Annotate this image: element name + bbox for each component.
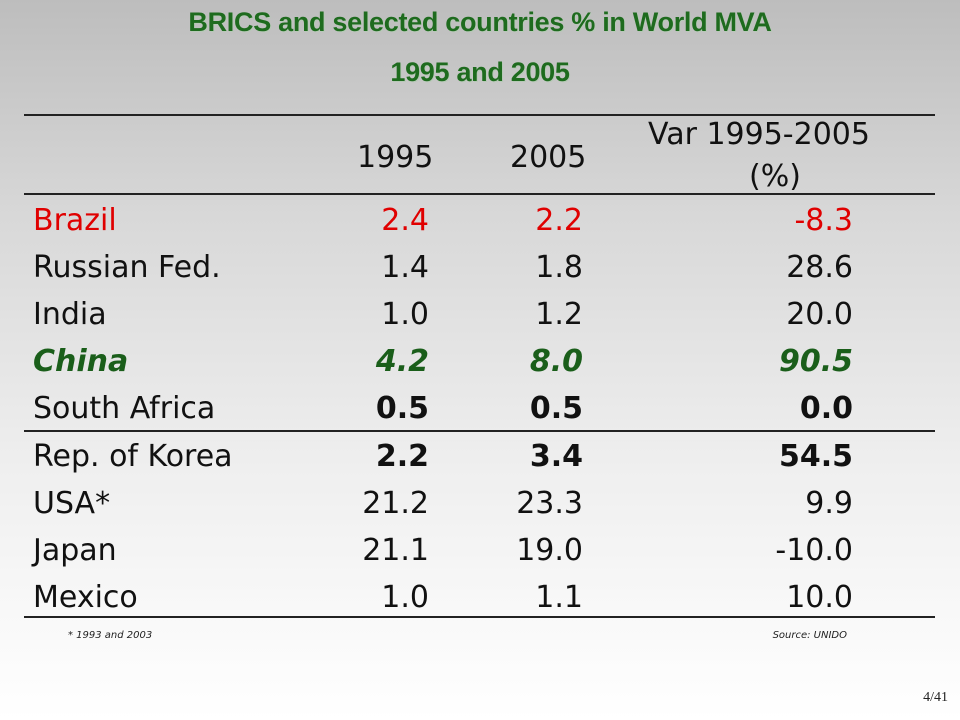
footnote: * 1993 and 2003 bbox=[68, 630, 153, 641]
slide-subtitle: 1995 and 2005 bbox=[390, 57, 570, 87]
row-usa-2005: 23.3 bbox=[516, 486, 583, 521]
row-japan-var: -10.0 bbox=[775, 533, 853, 568]
row-south-africa-var: 0.0 bbox=[799, 391, 853, 426]
header-var-line2: (%) bbox=[749, 159, 801, 194]
row-mexico-2005: 1.1 bbox=[535, 580, 583, 615]
row-south-africa-country: South Africa bbox=[33, 391, 216, 426]
table-top-rule bbox=[24, 114, 935, 116]
row-usa-country: USA* bbox=[33, 486, 111, 521]
row-china-country: China bbox=[33, 344, 129, 379]
row-india-1995: 1.0 bbox=[381, 297, 429, 332]
row-japan-country: Japan bbox=[33, 533, 117, 568]
row-mexico-var: 10.0 bbox=[786, 580, 853, 615]
row-korea-2005: 3.4 bbox=[529, 439, 583, 474]
row-china-var: 90.5 bbox=[778, 344, 853, 379]
row-india-2005: 1.2 bbox=[535, 297, 583, 332]
slide-title: BRICS and selected countries % in World … bbox=[188, 7, 772, 37]
row-china-2005: 8.0 bbox=[529, 344, 583, 379]
row-brazil-country: Brazil bbox=[33, 203, 117, 238]
row-india-country: India bbox=[33, 297, 107, 332]
row-russia-var: 28.6 bbox=[786, 250, 853, 285]
header-var-line1: Var 1995-2005 bbox=[648, 117, 870, 152]
row-japan-1995: 21.1 bbox=[362, 533, 429, 568]
row-brazil-1995: 2.4 bbox=[381, 203, 429, 238]
row-usa-1995: 21.2 bbox=[362, 486, 429, 521]
row-usa-var: 9.9 bbox=[805, 486, 853, 521]
row-korea-1995: 2.2 bbox=[375, 439, 429, 474]
row-japan-2005: 19.0 bbox=[516, 533, 583, 568]
row-mexico-1995: 1.0 bbox=[381, 580, 429, 615]
row-mexico-country: Mexico bbox=[33, 580, 138, 615]
table-group-rule bbox=[24, 430, 935, 432]
row-brazil-var: -8.3 bbox=[794, 203, 853, 238]
row-south-africa-1995: 0.5 bbox=[375, 391, 429, 426]
table-bottom-rule bbox=[24, 616, 935, 618]
row-russia-2005: 1.8 bbox=[535, 250, 583, 285]
row-brazil-2005: 2.2 bbox=[535, 203, 583, 238]
source-note: Source: UNIDO bbox=[772, 630, 847, 641]
row-china-1995: 4.2 bbox=[375, 344, 429, 379]
table-header-rule bbox=[24, 193, 935, 195]
row-south-africa-2005: 0.5 bbox=[529, 391, 583, 426]
row-russia-1995: 1.4 bbox=[381, 250, 429, 285]
row-korea-country: Rep. of Korea bbox=[33, 439, 233, 474]
row-russia-country: Russian Fed. bbox=[33, 250, 221, 285]
page-number: 4/41 bbox=[923, 690, 948, 705]
header-2005: 2005 bbox=[510, 140, 587, 175]
row-korea-var: 54.5 bbox=[778, 439, 853, 474]
header-1995: 1995 bbox=[357, 140, 434, 175]
row-india-var: 20.0 bbox=[786, 297, 853, 332]
